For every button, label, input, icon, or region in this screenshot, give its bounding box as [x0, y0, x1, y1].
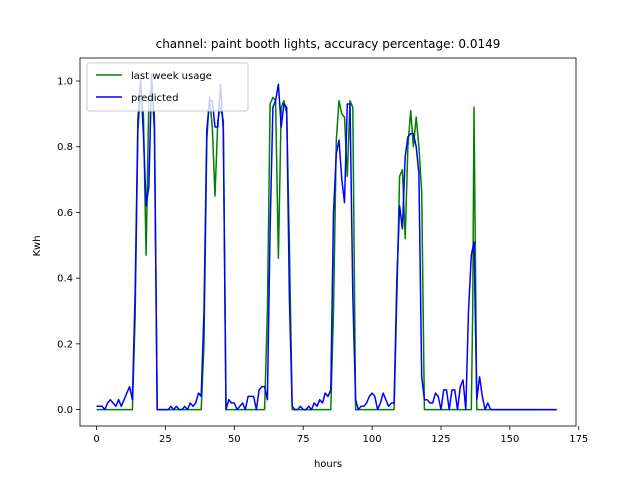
- legend-label-last-week-usage: last week usage: [131, 71, 212, 82]
- x-tick-label: 0: [93, 434, 99, 445]
- y-axis-ticks: 0.0 0.2 0.4 0.6 0.8 1.0: [57, 77, 80, 416]
- x-tick-label: 150: [500, 434, 519, 445]
- legend-label-predicted: predicted: [131, 93, 178, 104]
- y-tick-label: 0.2: [57, 339, 73, 350]
- y-tick-label: 0.4: [57, 274, 73, 285]
- x-tick-label: 50: [228, 434, 241, 445]
- legend: last week usage predicted: [86, 62, 249, 112]
- x-tick-label: 25: [159, 434, 172, 445]
- y-axis-label: Kwh: [32, 235, 43, 256]
- y-tick-label: 0.8: [57, 142, 73, 153]
- x-tick-label: 125: [431, 434, 450, 445]
- chart-title: channel: paint booth lights, accuracy pe…: [156, 37, 501, 51]
- x-axis-label: hours: [314, 459, 342, 470]
- x-tick-label: 100: [363, 434, 382, 445]
- series-line-predicted: [96, 73, 557, 411]
- y-tick-label: 0.0: [57, 405, 73, 416]
- x-tick-label: 175: [569, 434, 588, 445]
- x-axis-ticks: 0 25 50 75 100 125 150 175: [93, 426, 588, 445]
- plot-area-border: [79, 57, 577, 427]
- x-tick-label: 75: [297, 434, 310, 445]
- y-tick-label: 1.0: [57, 77, 73, 88]
- series-layer: [96, 73, 557, 411]
- axes-frame: [79, 57, 577, 427]
- legend-box: [86, 62, 249, 112]
- y-tick-label: 0.6: [57, 208, 73, 219]
